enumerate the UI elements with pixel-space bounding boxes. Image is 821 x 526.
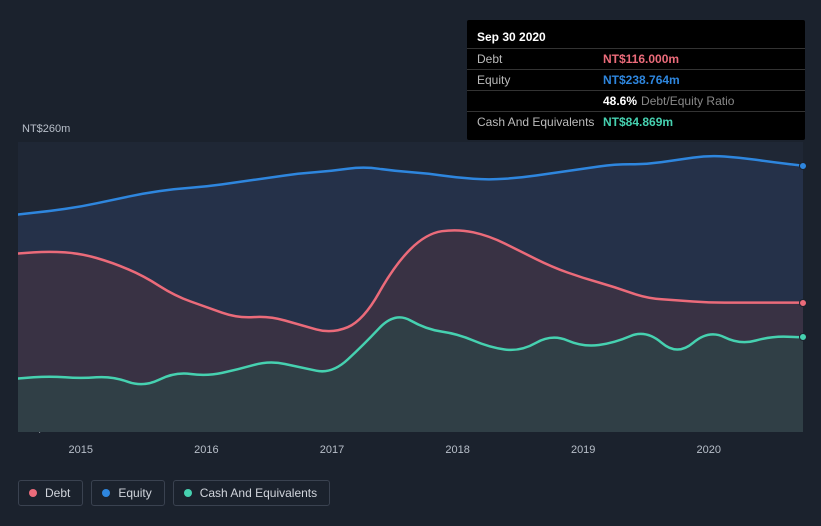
legend-swatch-icon xyxy=(102,489,110,497)
legend-item[interactable]: Debt xyxy=(18,480,83,506)
x-axis-tick: 2018 xyxy=(445,444,469,456)
tooltip-row-label: Equity xyxy=(477,73,603,87)
x-axis-tick: 2015 xyxy=(69,444,93,456)
chart-plot-area[interactable] xyxy=(18,142,803,432)
legend-item-label: Equity xyxy=(118,486,151,500)
tooltip-row-suffix: Debt/Equity Ratio xyxy=(641,94,734,108)
y-axis-top-label: NT$260m xyxy=(22,123,70,135)
chart-tooltip: Sep 30 2020 DebtNT$116.000mEquityNT$238.… xyxy=(467,20,805,140)
tooltip-date: Sep 30 2020 xyxy=(467,28,805,48)
legend-item[interactable]: Equity xyxy=(91,480,164,506)
legend-swatch-icon xyxy=(29,489,37,497)
tooltip-row: EquityNT$238.764m xyxy=(467,69,805,90)
x-axis-tick: 2019 xyxy=(571,444,595,456)
x-axis-tick: 2016 xyxy=(194,444,218,456)
tooltip-row: Cash And EquivalentsNT$84.869m xyxy=(467,111,805,132)
legend-item-label: Debt xyxy=(45,486,70,500)
x-axis-tick: 2017 xyxy=(320,444,344,456)
legend-item-label: Cash And Equivalents xyxy=(200,486,317,500)
tooltip-row-value: NT$84.869m xyxy=(603,115,673,129)
series-end-marker xyxy=(799,162,807,170)
legend-swatch-icon xyxy=(184,489,192,497)
series-end-marker xyxy=(799,333,807,341)
tooltip-row-value: 48.6% xyxy=(603,94,637,108)
tooltip-row-label: Debt xyxy=(477,52,603,66)
tooltip-row-value: NT$238.764m xyxy=(603,73,680,87)
tooltip-row-label: Cash And Equivalents xyxy=(477,115,603,129)
x-axis-tick: 2020 xyxy=(697,444,721,456)
tooltip-row: DebtNT$116.000m xyxy=(467,48,805,69)
tooltip-row-label xyxy=(477,94,603,108)
chart-legend: Debt Equity Cash And Equivalents xyxy=(18,480,330,506)
legend-item[interactable]: Cash And Equivalents xyxy=(173,480,330,506)
series-end-marker xyxy=(799,299,807,307)
tooltip-row-value: NT$116.000m xyxy=(603,52,679,66)
tooltip-row: 48.6% Debt/Equity Ratio xyxy=(467,90,805,111)
